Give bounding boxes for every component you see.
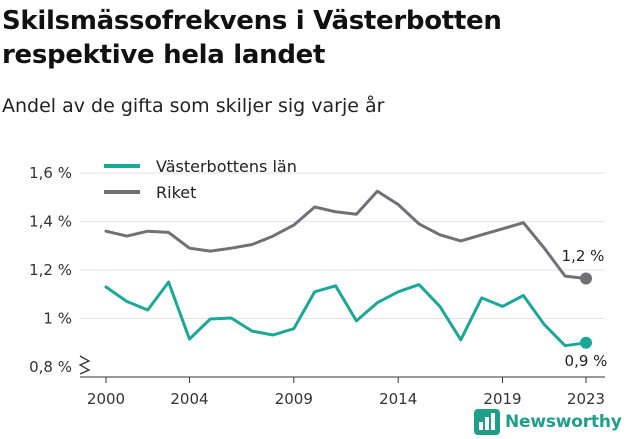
- y-tick-label: 0,8 %: [29, 358, 72, 376]
- brand-name: Newsworthy: [505, 412, 622, 432]
- x-tick-label: 2009: [275, 390, 313, 408]
- brand-logo: Newsworthy: [474, 408, 622, 436]
- series-end-point-vasterbotten: [580, 336, 592, 349]
- series-end-point-riket: [580, 272, 592, 285]
- y-tick-label: 1,2 %: [29, 261, 72, 279]
- x-tick-label: 2019: [483, 390, 521, 408]
- legend-label: Västerbottens län: [156, 157, 297, 176]
- series-line-vasterbotten: [104, 280, 588, 348]
- legend-label: Riket: [156, 183, 196, 202]
- axis-break-icon: [78, 355, 91, 375]
- x-tick-label: 2023: [567, 390, 605, 408]
- y-tick-label: 1,6 %: [29, 164, 72, 182]
- bar-chart-logo-icon: [474, 409, 500, 435]
- x-tick-label: 2000: [87, 390, 125, 408]
- chart-subtitle: Andel av de gifta som skiljer sig varje …: [2, 95, 385, 117]
- x-tick-label: 2014: [379, 390, 417, 408]
- end-label-vasterbotten: 0,9 %: [565, 352, 608, 370]
- end-label-riket: 1,2 %: [562, 247, 605, 265]
- chart-title: Skilsmässofrekvens i Västerbotten respek…: [2, 6, 502, 70]
- x-tick-label: 2004: [170, 390, 208, 408]
- y-tick-label: 1,4 %: [29, 213, 72, 231]
- series-line-riket: [104, 189, 588, 280]
- y-tick-label: 1 %: [43, 310, 72, 328]
